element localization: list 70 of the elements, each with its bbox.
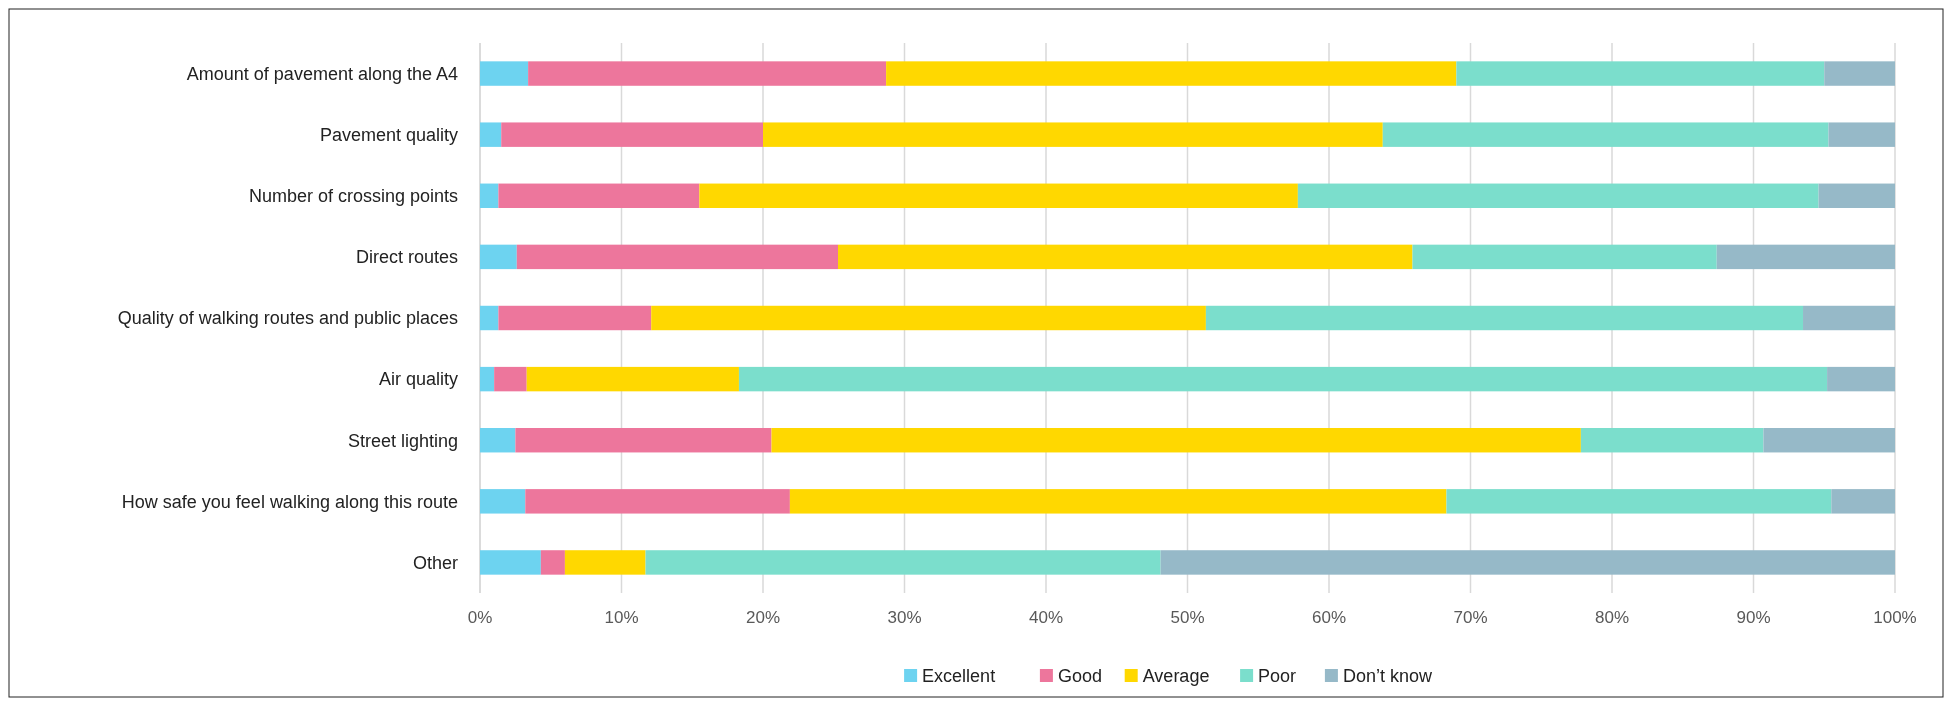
bar: [1382, 122, 1829, 147]
bar: [1297, 183, 1819, 208]
bar: [1824, 61, 1895, 86]
bar: [789, 489, 1447, 514]
x-tick-label: 40%: [1028, 608, 1064, 627]
bar: [1446, 489, 1832, 514]
bar: [498, 183, 700, 208]
bar: [480, 550, 541, 575]
bar: [763, 122, 1383, 147]
bar: [1456, 61, 1825, 86]
x-tick-label: 70%: [1453, 608, 1488, 627]
y-tick-label: How safe you feel walking along this route: [121, 491, 458, 512]
bar: [564, 550, 646, 575]
legend-label: Average: [1142, 666, 1210, 687]
x-tick-label: 60%: [1311, 608, 1347, 627]
bar: [1580, 428, 1764, 453]
bar: [480, 305, 499, 331]
bar: [480, 366, 495, 392]
bar: [525, 489, 790, 514]
x-tick-label: 50%: [1170, 608, 1205, 627]
legend-label: Poor: [1258, 666, 1297, 687]
legend-label: Good: [1057, 666, 1102, 687]
y-tick-label: Direct routes: [355, 247, 458, 268]
bar: [480, 428, 516, 453]
bar: [480, 122, 502, 147]
y-tick-label: Number of crossing points: [248, 186, 458, 207]
x-tick-label: 100%: [1873, 608, 1917, 627]
x-tick-label: 20%: [745, 608, 781, 627]
bar: [645, 550, 1161, 575]
bar: [540, 550, 565, 575]
bar: [528, 61, 887, 86]
x-tick-label: 10%: [604, 608, 639, 627]
bar: [480, 244, 517, 270]
bar: [1818, 183, 1895, 208]
y-tick-label: Air quality: [378, 369, 458, 390]
bar: [1828, 122, 1895, 147]
bar: [498, 305, 652, 331]
y-tick-label: Quality of walking routes and public places: [117, 308, 458, 329]
bar: [515, 428, 772, 453]
bar: [1831, 489, 1895, 514]
bar: [480, 61, 529, 86]
x-tick-label: 90%: [1736, 608, 1771, 627]
bar: [1827, 366, 1895, 392]
x-tick-label: 0%: [467, 608, 493, 627]
bar: [480, 183, 499, 208]
bar: [1160, 550, 1895, 575]
bar: [526, 366, 739, 392]
bar: [651, 305, 1206, 331]
bar: [1803, 305, 1896, 331]
bar: [516, 244, 838, 270]
bar: [699, 183, 1298, 208]
y-tick-label: Amount of pavement along the A4: [186, 63, 458, 84]
bar: [1763, 428, 1896, 453]
bar: [480, 489, 526, 514]
x-tick-label: 30%: [887, 608, 922, 627]
y-tick-label: Other: [412, 552, 458, 573]
bar: [494, 366, 527, 392]
bar: [1412, 244, 1717, 270]
y-tick-label: Street lighting: [347, 430, 458, 451]
bar: [738, 366, 1828, 392]
bar: [501, 122, 763, 147]
legend-label: Excellent: [922, 666, 996, 687]
y-tick-label: Pavement quality: [319, 124, 458, 145]
bar: [1205, 305, 1804, 331]
legend-label: Don’t know: [1342, 666, 1433, 687]
bar: [838, 244, 1413, 270]
bar: [1716, 244, 1895, 270]
x-tick-label: 80%: [1594, 608, 1630, 627]
bar: [886, 61, 1457, 86]
bar: [771, 428, 1581, 453]
